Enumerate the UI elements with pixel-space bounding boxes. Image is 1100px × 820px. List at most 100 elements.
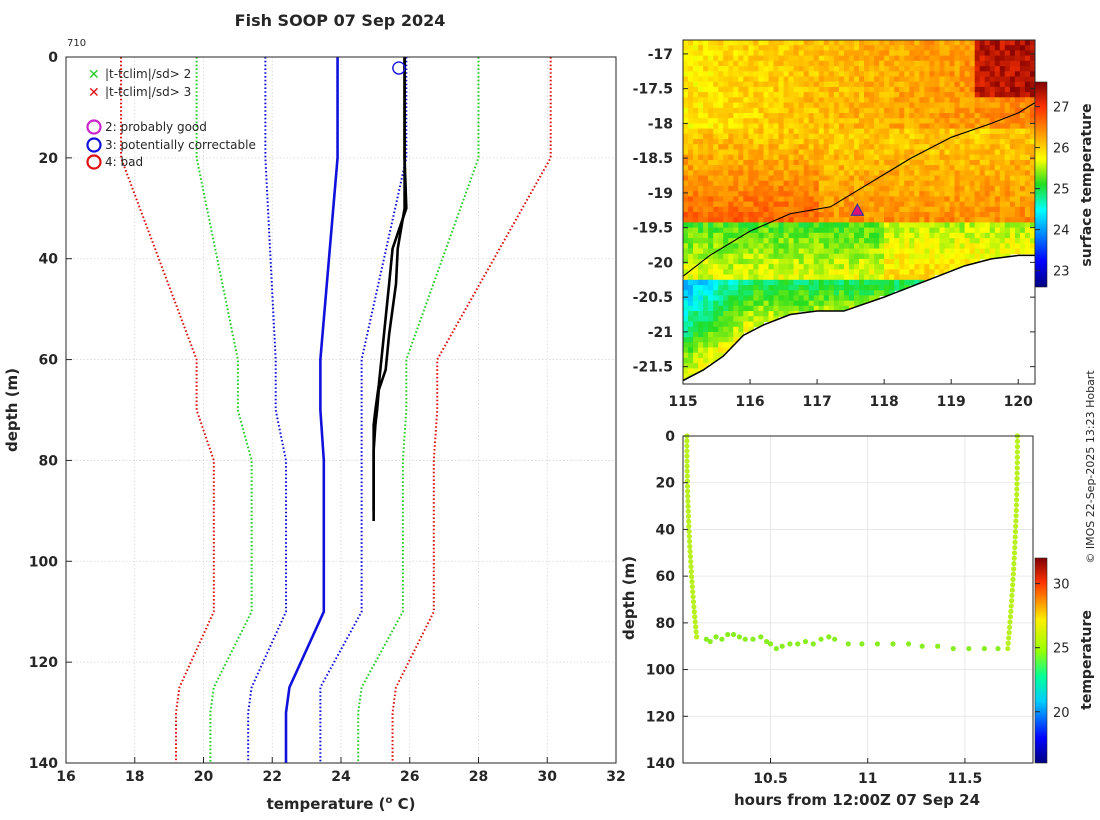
- sst-cell: [748, 232, 754, 239]
- sst-cell: [698, 238, 704, 244]
- sst-cell: [1004, 180, 1011, 187]
- sst-cell: [758, 264, 764, 270]
- sst-cell: [843, 45, 850, 51]
- sst-cell: [753, 300, 759, 307]
- sst-cell: [753, 196, 759, 203]
- sst-cell: [919, 170, 925, 177]
- sst-cell: [924, 258, 930, 265]
- sst-cell: [818, 97, 825, 104]
- sst-cell: [743, 60, 749, 67]
- sst-cell: [763, 97, 770, 104]
- sst-cell: [899, 196, 905, 203]
- sst-cell: [989, 50, 996, 57]
- sst-cell: [964, 180, 971, 187]
- sst-cell: [934, 196, 940, 203]
- sst-cell: [693, 253, 699, 260]
- sst-cell: [894, 60, 900, 67]
- sst-cell: [889, 159, 895, 166]
- sst-cell: [803, 144, 810, 150]
- sst-cell: [693, 45, 699, 51]
- sst-cell: [763, 92, 770, 98]
- sst-cell: [954, 144, 961, 150]
- sst-cell: [894, 196, 900, 203]
- sst-cell: [758, 238, 764, 244]
- sst-cell: [1019, 144, 1026, 150]
- sst-cell: [823, 269, 830, 276]
- sst-cell: [753, 243, 759, 250]
- sst-cell: [1024, 243, 1031, 250]
- sst-cell: [823, 45, 830, 51]
- sst-cell: [924, 144, 930, 150]
- sst-cell: [984, 139, 991, 145]
- sst-cell: [959, 180, 966, 187]
- timeseries-ascent-point: [1006, 630, 1012, 636]
- timeseries-ytick-label: 60: [656, 569, 676, 585]
- sst-cell: [904, 258, 910, 265]
- sst-cell: [733, 232, 739, 239]
- sst-cell: [1004, 149, 1011, 156]
- sst-cell: [924, 264, 930, 270]
- sst-cell: [798, 102, 805, 109]
- sst-cell: [944, 86, 951, 93]
- sst-cell: [708, 191, 714, 197]
- sst-cell: [869, 154, 875, 161]
- sst-cell: [884, 128, 890, 135]
- sst-cell: [929, 113, 935, 119]
- sst-cell: [753, 185, 759, 192]
- sst-cell: [969, 55, 976, 62]
- sst-cell: [914, 66, 920, 72]
- sst-cell: [1014, 165, 1021, 171]
- sst-cell: [838, 113, 845, 119]
- sst-cell: [914, 123, 920, 130]
- sst-cell: [808, 159, 815, 166]
- sst-cell: [828, 128, 835, 135]
- timeseries-ascent-point: [1012, 534, 1018, 540]
- sst-cell: [703, 97, 709, 104]
- sst-cell: [688, 170, 694, 177]
- sst-cell: [1019, 55, 1026, 62]
- sst-cell: [859, 269, 865, 276]
- sst-cell: [894, 50, 900, 57]
- sst-cell: [763, 133, 770, 140]
- sst-cell: [1014, 133, 1021, 140]
- sst-cell: [864, 139, 870, 145]
- sst-cell: [929, 248, 935, 255]
- sst-cell: [803, 248, 810, 255]
- sst-cell: [683, 253, 689, 260]
- sst-cell: [843, 305, 850, 312]
- sst-cell: [748, 243, 754, 250]
- sst-cell: [854, 253, 860, 260]
- sst-cell: [999, 128, 1006, 135]
- sst-cell: [783, 238, 790, 244]
- sst-cell: [763, 206, 770, 213]
- sst-cell: [874, 86, 880, 93]
- sst-cell: [939, 133, 946, 140]
- sst-cell: [989, 113, 996, 119]
- sst-cell: [894, 55, 900, 62]
- sst-cell: [929, 71, 935, 78]
- sst-cell: [693, 107, 699, 114]
- sst-cell: [854, 45, 860, 51]
- sst-cell: [788, 238, 795, 244]
- sst-cell: [859, 170, 865, 177]
- sst-cell: [994, 191, 1001, 197]
- sst-cell: [713, 206, 719, 213]
- sst-cell: [803, 170, 810, 177]
- sst-cell: [713, 139, 719, 145]
- sst-cell: [1014, 102, 1021, 109]
- sst-cell: [713, 212, 719, 218]
- sst-cell: [964, 113, 971, 119]
- sst-cell: [738, 165, 744, 171]
- sst-cell: [848, 159, 855, 166]
- sst-cell: [823, 113, 830, 119]
- sst-cell: [683, 285, 689, 291]
- sst-cell: [723, 342, 729, 349]
- sst-cell: [803, 118, 810, 124]
- sst-cell: [768, 92, 775, 98]
- sst-cell: [843, 196, 850, 203]
- sst-cell: [703, 196, 709, 203]
- sst-cell: [874, 238, 880, 244]
- sst-cell: [1019, 201, 1026, 208]
- sst-cell: [733, 107, 739, 114]
